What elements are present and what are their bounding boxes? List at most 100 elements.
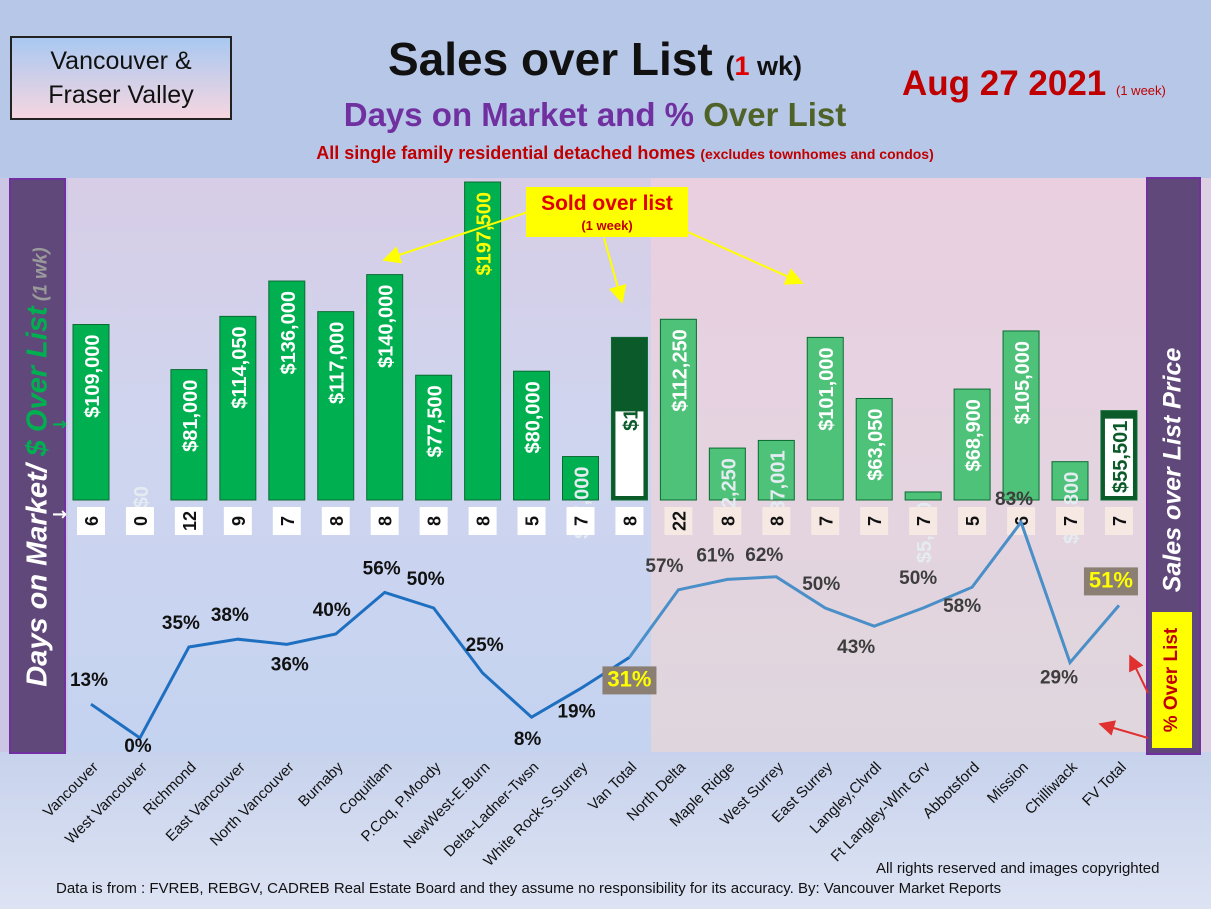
pct-value-label: 35%	[162, 613, 200, 634]
chart-subtitle: Days on Market and % Over List	[280, 96, 910, 134]
bar	[1002, 330, 1040, 501]
pct-value-label: 56%	[363, 558, 401, 579]
dom-value: 7	[278, 516, 298, 526]
chart-description: All single family residential detached h…	[200, 143, 1050, 164]
bar-inner	[1104, 418, 1133, 496]
bar-value-label: $112,250	[669, 329, 691, 411]
dom-box	[958, 507, 987, 535]
bar-value-label: $140,000	[376, 285, 398, 368]
date-text: Aug 27 2021	[902, 64, 1107, 103]
misc-arrows-group	[1098, 654, 1149, 739]
bar-inner	[615, 411, 644, 496]
dom-value: 7	[1061, 516, 1081, 526]
dom-value: 8	[425, 516, 445, 526]
pct-line-vancouver	[90, 590, 631, 741]
callout-box	[526, 187, 688, 237]
subtitle-green: Over List	[703, 96, 847, 133]
pct-value-label: 50%	[407, 569, 445, 590]
title-period: (1 wk)	[725, 51, 802, 81]
dom-box	[223, 507, 252, 535]
pct-value-label: 57%	[645, 556, 683, 577]
pct-value-label: 40%	[313, 600, 351, 621]
dom-box	[566, 507, 595, 535]
callout-arrow	[382, 211, 529, 264]
dom-value: 8	[620, 516, 640, 526]
pct-value-label: 25%	[466, 635, 504, 656]
dom-box	[468, 507, 497, 535]
category-label: Chilliwack	[1022, 758, 1082, 818]
white-arrow-icon: →	[52, 504, 67, 525]
pct-value-label: 43%	[837, 637, 875, 658]
bar	[806, 336, 844, 501]
bar	[72, 324, 110, 501]
dom-value: 5	[523, 516, 543, 526]
bar	[562, 456, 599, 501]
bar	[953, 388, 991, 501]
bar-value-label: $55,501	[1110, 421, 1132, 493]
pct-value-label: 51%	[1089, 567, 1133, 592]
bar	[659, 318, 697, 501]
bar-value-label: $63,050	[865, 408, 887, 480]
bar-value-label: $117,000	[327, 322, 349, 404]
dom-box	[664, 507, 693, 535]
bar-value-label: $197,500	[474, 192, 496, 275]
pct-value-label: 36%	[271, 654, 309, 675]
bar-value-label: $109,000	[82, 335, 104, 418]
pct-value-label: 0%	[124, 736, 152, 757]
footer-background	[0, 752, 1211, 909]
dom-value: 8	[718, 516, 738, 526]
vancouver-region-background	[68, 178, 651, 752]
pct-value-label: 58%	[943, 596, 981, 617]
pct-label-bg	[1083, 567, 1138, 596]
pct-value-label: 50%	[802, 574, 840, 595]
dom-box	[272, 507, 301, 535]
dom-box	[174, 507, 203, 535]
red-arrow	[1129, 654, 1149, 694]
bar	[708, 447, 746, 501]
callout-note: (1 week)	[581, 218, 632, 233]
title-number: 1	[734, 51, 750, 81]
chart-title: Sales over List (1 wk)	[280, 32, 910, 86]
title-paren-open: (	[725, 51, 735, 81]
callout-arrow	[603, 237, 627, 304]
bar-value-label: $136,000	[278, 291, 300, 374]
left-axis-panel	[9, 178, 66, 754]
callout-group: Sold over list (1 week)	[382, 187, 804, 304]
green-arrow-icon: →	[52, 414, 67, 435]
bar	[904, 491, 942, 501]
callout-arrow	[687, 231, 804, 285]
bar-value-label: $101,000	[620, 347, 642, 430]
dom-box	[713, 507, 742, 535]
dom-box	[77, 507, 105, 535]
dom-value: 8	[474, 516, 494, 526]
bar	[855, 397, 893, 501]
bar-value-label: $101,000	[816, 347, 838, 430]
dom-box	[1056, 507, 1084, 535]
report-date: Aug 27 2021 (1 week)	[902, 64, 1166, 104]
pct-line-group: 13% 0% 35% 38% 36% 40% 56% 50% 25% 8% 19% 31% 57% 61%…	[70, 489, 1138, 757]
dom-box	[321, 507, 350, 535]
title-main: Sales over List	[387, 33, 713, 85]
dom-value: 9	[229, 516, 249, 526]
category-label: FV Total	[1079, 759, 1130, 810]
description-note: (excludes townhomes and condos)	[700, 146, 934, 162]
bar	[268, 280, 306, 501]
dom-value: 6	[82, 516, 102, 526]
bar	[219, 315, 257, 501]
pct-value-label: 13%	[70, 670, 108, 691]
region-box-text: Vancouver & Fraser Valley	[48, 47, 194, 109]
bar-value-label: $80,000	[523, 381, 545, 453]
days-on-market-group: 6 0 12 9 7 8 8 8 8 5 7 8 22 8 8 7 7 7 5 6 7 7→→	[52, 414, 1133, 535]
pct-value-label: 38%	[211, 605, 249, 626]
subtitle-main: Days on Market and %	[343, 96, 704, 133]
bar-value-label: $114,050	[229, 326, 251, 408]
pct-value-label: 8%	[514, 729, 542, 750]
bar-value-label: $81,000	[180, 380, 202, 452]
pct-line-fraser-valley	[628, 519, 1121, 666]
bar	[1051, 461, 1089, 501]
pct-value-label: 50%	[899, 568, 937, 589]
callout-title: Sold over list	[541, 192, 673, 215]
bar	[513, 370, 551, 501]
